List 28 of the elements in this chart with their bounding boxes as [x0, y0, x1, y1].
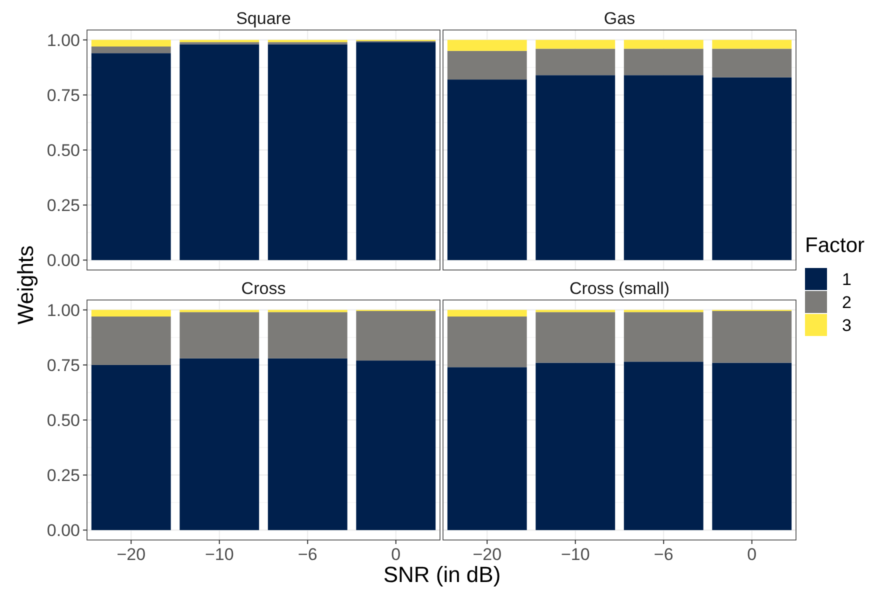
y-tick-label: 0.00	[46, 251, 80, 270]
y-tick-label: 0.25	[46, 196, 80, 215]
chart-title: Square	[236, 9, 291, 28]
x-axis-title: SNR (in dB)	[383, 562, 501, 587]
y-tick-label: 1.00	[46, 300, 80, 320]
x-tick-label: −10	[204, 545, 234, 564]
x-tick-label: −20	[472, 545, 502, 564]
y-tick-label: 0.75	[46, 86, 80, 105]
x-tick-label: 0	[391, 545, 401, 564]
chart-title: Cross	[241, 279, 286, 298]
legend-label: 2	[842, 292, 852, 312]
x-tick-label: 0	[747, 545, 757, 564]
chart-title: Cross (small)	[569, 279, 670, 298]
legend-label: 3	[842, 316, 852, 335]
y-tick-label: 0.75	[46, 356, 80, 375]
y-tick-label: 1.00	[46, 30, 80, 50]
y-tick-label: 0.50	[46, 140, 80, 160]
x-tick-label: −10	[560, 545, 590, 564]
y-tick-label: 0.50	[46, 410, 80, 430]
y-axis-title: Weights	[13, 245, 38, 325]
y-tick-label: 0.00	[46, 521, 80, 540]
legend-label: 1	[842, 270, 852, 289]
chart-title: Gas	[604, 9, 636, 28]
y-tick-label: 0.25	[46, 466, 80, 485]
x-tick-label: −6	[298, 545, 318, 564]
x-tick-label: −20	[116, 545, 146, 564]
legend-title: Factor	[805, 234, 865, 257]
x-tick-label: −6	[654, 545, 674, 564]
